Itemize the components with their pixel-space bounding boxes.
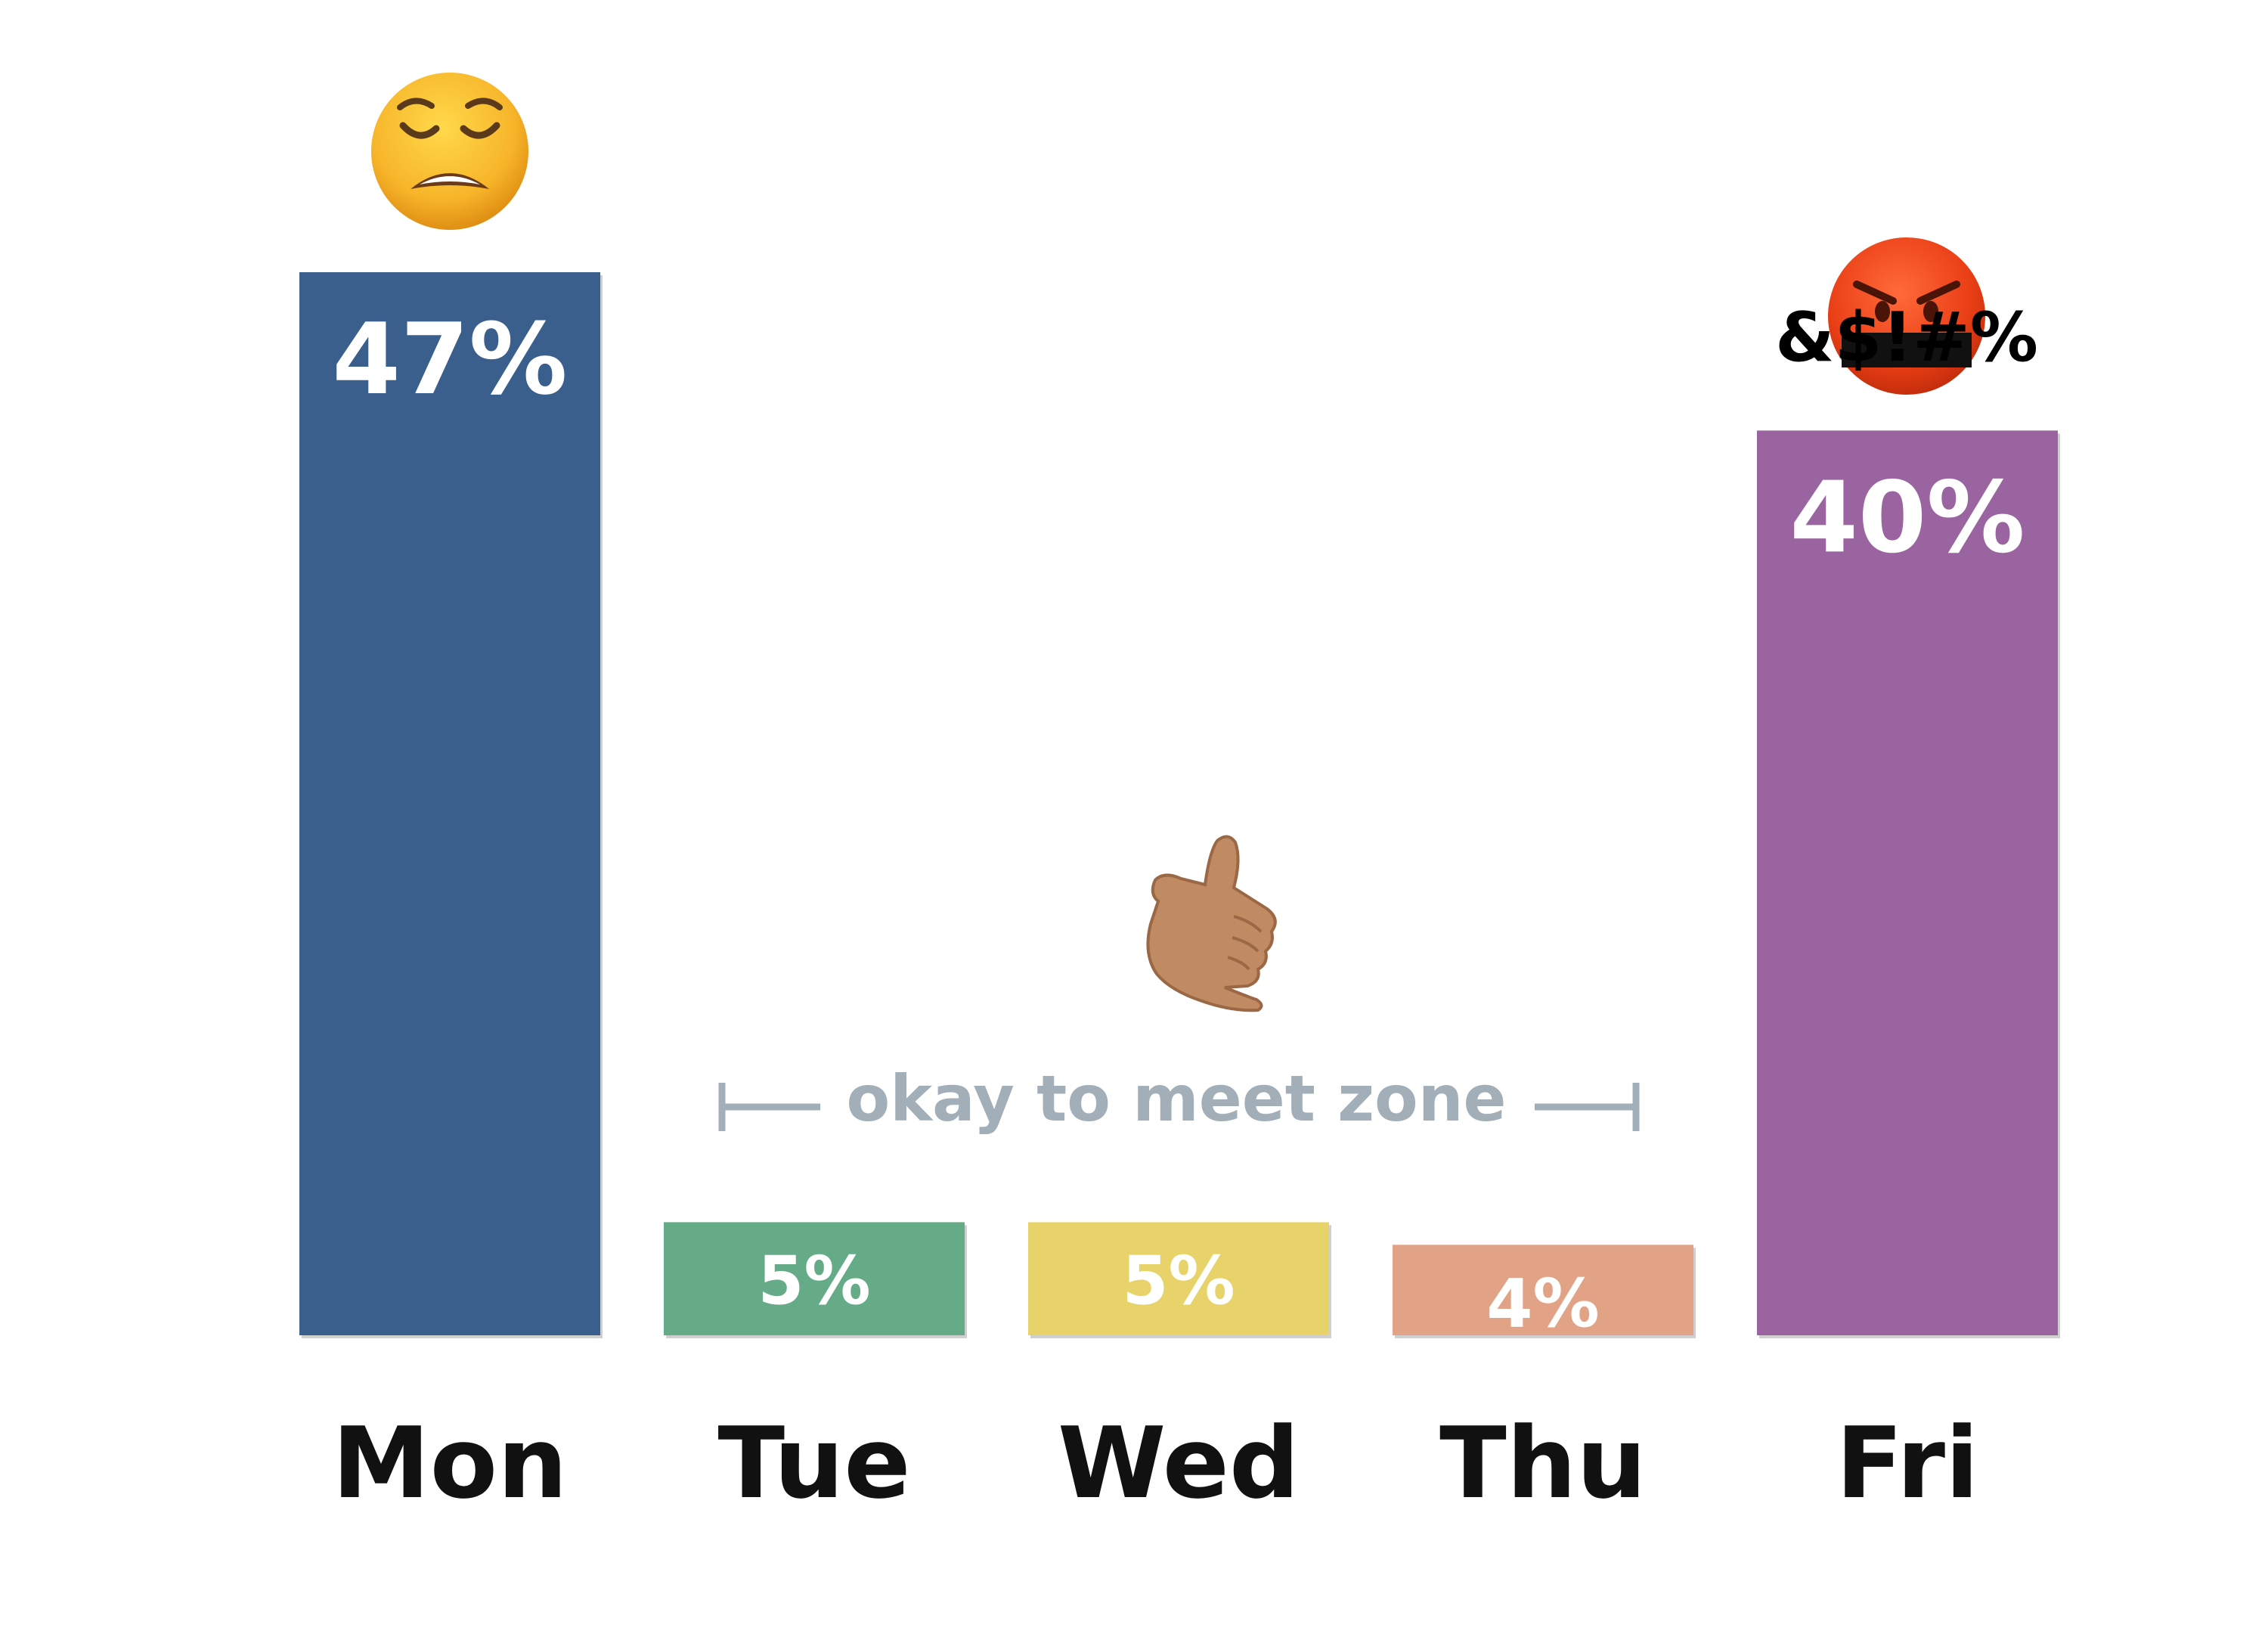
bar-mon: [299, 272, 600, 1335]
weary-face-icon: [371, 73, 528, 230]
category-label-fri: Fri: [1836, 1406, 1978, 1521]
bars-layer: [299, 272, 2060, 1338]
bar-value-label-tue: 5%: [758, 1242, 870, 1319]
face-with-symbols-on-mouth-icon: &$!#%: [1775, 237, 2038, 395]
value-labels-layer: 47% 5% 5% 4% 40%: [332, 302, 2025, 1342]
bar-tue: [664, 1222, 965, 1335]
okay-to-meet-zone-annotation: okay to meet zone: [718, 1062, 1640, 1136]
bar-thu: [1393, 1245, 1693, 1335]
call-me-hand-icon: [1146, 835, 1277, 1012]
emoji-symbols-text: &$!#%: [1775, 298, 2038, 377]
category-label-mon: Mon: [332, 1406, 567, 1521]
bar-wed: [1028, 1222, 1329, 1335]
zone-label: okay to meet zone: [846, 1062, 1506, 1136]
category-label-tue: Tue: [717, 1406, 910, 1521]
bar-fri: [1757, 430, 2058, 1335]
bar-value-label-thu: 4%: [1486, 1264, 1599, 1342]
bar-value-label-wed: 5%: [1122, 1242, 1235, 1319]
bar-value-label-fri: 40%: [1789, 460, 2025, 575]
category-labels-layer: Mon Tue Wed Thu Fri: [332, 1406, 1978, 1521]
category-label-thu: Thu: [1439, 1406, 1647, 1521]
category-label-wed: Wed: [1058, 1406, 1300, 1521]
bar-value-label-mon: 47%: [332, 302, 567, 417]
